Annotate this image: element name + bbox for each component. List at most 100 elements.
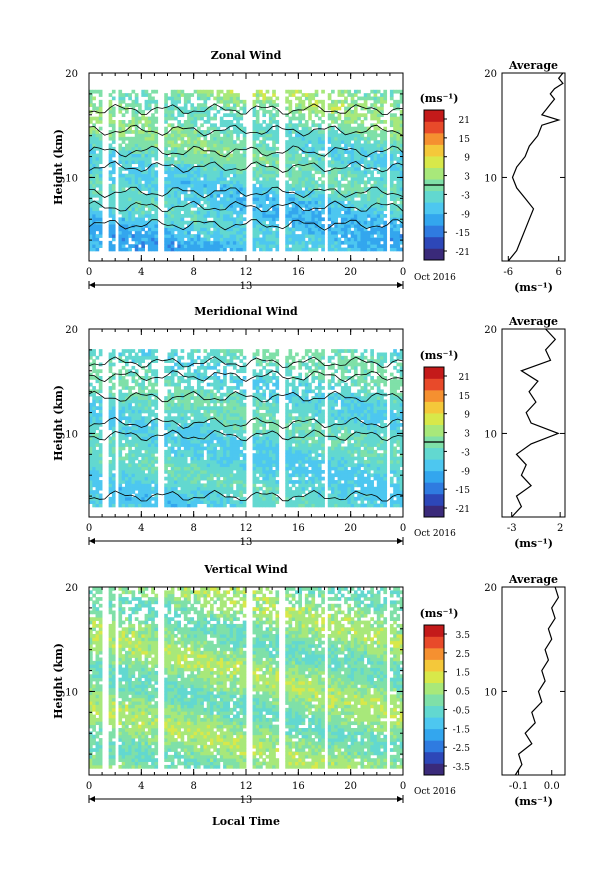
heatmap-cell: [98, 197, 103, 201]
heatmap-cell: [216, 180, 221, 185]
heatmap-cell: [308, 177, 312, 181]
heatmap-cell: [232, 234, 237, 238]
heatmap-cell: [174, 140, 178, 144]
heatmap-cell: [370, 173, 374, 178]
heatmap-cell: [340, 190, 345, 195]
heatmap-cell: [108, 500, 113, 504]
heatmap-cell: [167, 183, 172, 188]
heatmap-cell: [174, 96, 178, 101]
heatmap-cell: [174, 237, 178, 242]
heatmap-cell: [317, 109, 322, 114]
heatmap-cell: [167, 365, 172, 370]
heatmap-cell: [206, 153, 211, 158]
heatmap-cell: [108, 99, 113, 104]
heatmap-cell: [262, 120, 267, 124]
heatmap-cell: [144, 429, 149, 434]
heatmap-cell: [334, 214, 338, 218]
heatmap-cell: [196, 224, 201, 228]
heatmap-cell: [131, 109, 136, 114]
heatmap-cell: [134, 150, 139, 154]
heatmap-cell: [118, 436, 123, 441]
heatmap-cell: [200, 429, 204, 434]
heatmap-cell: [131, 177, 136, 181]
heatmap-cell: [196, 480, 201, 484]
heatmap-cell: [89, 160, 93, 165]
heatmap-cell: [229, 234, 234, 238]
heatmap-cell: [118, 203, 123, 208]
heatmap-cell: [373, 244, 378, 248]
heatmap-cell: [200, 392, 204, 397]
heatmap-cell: [141, 207, 145, 212]
heatmap-cell: [268, 156, 273, 161]
heatmap-cell: [308, 113, 312, 118]
heatmap-cell: [262, 203, 267, 208]
heatmap-cell: [291, 210, 296, 215]
heatmap-cell: [226, 210, 231, 215]
heatmap-cell: [291, 150, 296, 154]
heatmap-cell: [131, 160, 136, 165]
heatmap-cell: [190, 409, 195, 414]
heatmap-cell: [367, 244, 371, 248]
heatmap-cell: [121, 224, 126, 228]
heatmap-cell: [252, 113, 257, 118]
heatmap-cell: [164, 247, 168, 252]
heatmap-cell: [108, 156, 113, 161]
heatmap-cell: [147, 150, 152, 154]
heatmap-cell: [252, 200, 257, 205]
heatmap-cell: [304, 240, 309, 245]
heatmap-cell: [317, 214, 322, 218]
heatmap-cell: [337, 160, 342, 165]
heatmap-cell: [389, 220, 394, 225]
heatmap-cell: [151, 463, 155, 468]
heatmap-cell: [200, 230, 204, 235]
heatmap-cell: [213, 480, 217, 484]
heatmap-cell: [190, 386, 195, 390]
heatmap-cell: [376, 116, 381, 121]
heatmap-cell: [353, 193, 358, 198]
heatmap-cell: [373, 227, 378, 232]
heatmap-cell: [399, 89, 404, 94]
heatmap-cell: [190, 349, 195, 353]
heatmap-cell: [210, 200, 214, 205]
heatmap-cell: [262, 136, 267, 141]
heatmap-cell: [190, 126, 195, 131]
heatmap-cell: [226, 190, 231, 195]
heatmap-cell: [200, 93, 204, 97]
heatmap-cell: [141, 130, 145, 134]
heatmap-cell: [360, 106, 365, 111]
heatmap-cell: [151, 503, 155, 508]
heatmap-cell: [170, 183, 175, 188]
heatmap-cell: [206, 470, 211, 474]
heatmap-cell: [393, 230, 397, 235]
heatmap-cell: [95, 167, 100, 171]
heatmap-cell: [203, 130, 208, 134]
heatmap-cell: [144, 399, 149, 404]
heatmap-cell: [376, 180, 381, 185]
heatmap-cell: [229, 106, 234, 111]
heatmap-cell: [288, 173, 293, 178]
heatmap-cell: [370, 150, 374, 154]
heatmap-cell: [268, 214, 273, 218]
heatmap-cell: [121, 247, 126, 252]
heatmap-cell: [151, 389, 155, 394]
heatmap-cell: [200, 493, 204, 498]
heatmap-cell: [111, 456, 116, 461]
heatmap-cell: [138, 214, 142, 218]
heatmap-cell: [347, 167, 352, 171]
heatmap-cell: [98, 382, 103, 387]
heatmap-cell: [327, 180, 332, 185]
heatmap-cell: [353, 177, 358, 181]
heatmap-cell: [327, 237, 332, 242]
heatmap-cell: [111, 123, 116, 128]
heatmap-cell: [259, 190, 263, 195]
heatmap-cell: [350, 234, 355, 238]
heatmap-cell: [190, 396, 195, 400]
heatmap-cell: [200, 453, 204, 457]
heatmap-cell: [196, 244, 201, 248]
heatmap-cell: [144, 463, 149, 468]
heatmap-cell: [92, 456, 96, 461]
heatmap-cell: [193, 476, 198, 481]
heatmap-cell: [170, 240, 175, 245]
heatmap-cell: [314, 143, 319, 148]
heatmap-cell: [373, 237, 378, 242]
